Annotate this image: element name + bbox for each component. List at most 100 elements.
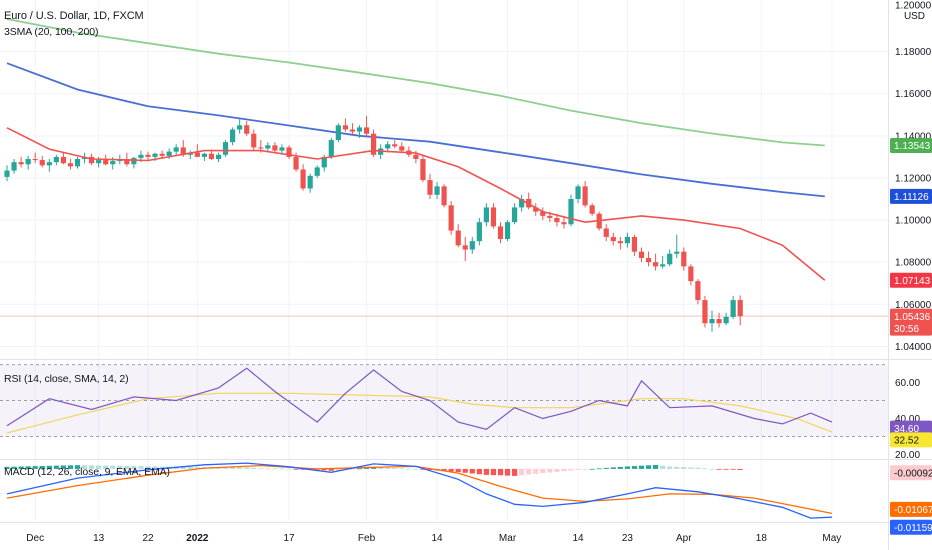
candle-body[interactable] (610, 236, 616, 242)
candle-body[interactable] (533, 207, 539, 212)
candle-body[interactable] (265, 145, 271, 149)
candle-body[interactable] (300, 169, 306, 189)
candle-body[interactable] (103, 160, 109, 165)
candle-body[interactable] (427, 180, 433, 195)
candle-body[interactable] (483, 207, 489, 223)
candle-body[interactable] (314, 167, 320, 176)
candle-body[interactable] (194, 152, 200, 157)
candle-body[interactable] (688, 266, 694, 282)
candle-body[interactable] (617, 241, 623, 244)
candle-body[interactable] (624, 236, 630, 244)
candle-body[interactable] (124, 158, 130, 165)
candle-body[interactable] (519, 199, 525, 208)
candle-body[interactable] (293, 156, 299, 170)
candle-body[interactable] (653, 262, 659, 267)
candle-body[interactable] (18, 162, 24, 165)
candle-body[interactable] (681, 251, 687, 267)
candle-body[interactable] (575, 186, 581, 200)
candle-body[interactable] (335, 125, 341, 141)
candle-body[interactable] (476, 222, 482, 242)
candle-body[interactable] (131, 157, 137, 165)
candle-body[interactable] (110, 161, 116, 165)
candle-body[interactable] (660, 264, 666, 267)
candle-body[interactable] (589, 205, 595, 214)
candle-body[interactable] (455, 230, 461, 246)
candle-body[interactable] (321, 156, 327, 168)
candle-body[interactable] (723, 316, 729, 324)
candle-body[interactable] (180, 147, 186, 155)
candle-body[interactable] (462, 245, 468, 250)
candle-body[interactable] (272, 145, 278, 151)
price-pane[interactable] (0, 18, 888, 332)
candle-body[interactable] (667, 253, 673, 265)
candle-body[interactable] (603, 228, 609, 237)
candle-body[interactable] (237, 125, 243, 130)
candle-body[interactable] (420, 158, 426, 181)
price-scale[interactable]: 1.20000 1.18000 1.16000 1.14000 1.12000 1.100… (890, 1, 932, 535)
candle-body[interactable] (448, 205, 454, 231)
candle-body[interactable] (356, 127, 363, 132)
candle-body[interactable] (222, 142, 229, 155)
candle-body[interactable] (328, 140, 334, 157)
candle-body[interactable] (145, 154, 151, 157)
candle-body[interactable] (645, 257, 652, 263)
candle-body[interactable] (674, 251, 680, 254)
rsi-legend[interactable]: RSI (14, close, SMA, 14, 2) (4, 373, 129, 385)
candle-body[interactable] (568, 199, 574, 225)
candle-body[interactable] (540, 211, 546, 216)
candle-body[interactable] (138, 154, 144, 158)
sma-legend[interactable]: 3SMA (20, 100, 200) (4, 26, 99, 38)
candle-body[interactable] (371, 133, 377, 155)
candle-body[interactable] (392, 144, 398, 147)
candle-body[interactable] (152, 153, 158, 157)
candle-body[interactable] (342, 125, 348, 130)
candle-body[interactable] (166, 151, 172, 156)
candle-body[interactable] (258, 147, 264, 149)
candle-body[interactable] (46, 162, 52, 166)
candle-body[interactable] (96, 160, 102, 164)
candle-body[interactable] (25, 158, 31, 165)
candle-body[interactable] (32, 158, 38, 161)
candle-body[interactable] (441, 186, 447, 206)
candle-body[interactable] (695, 281, 701, 301)
candle-body[interactable] (709, 319, 715, 324)
candle-body[interactable] (638, 251, 645, 258)
candle-body[interactable] (74, 158, 81, 167)
candle-body[interactable] (434, 186, 440, 195)
candle-body[interactable] (39, 160, 45, 166)
candle-body[interactable] (230, 129, 236, 143)
candle-body[interactable] (497, 226, 504, 240)
macd-pane[interactable] (4, 462, 833, 519)
candle-body[interactable] (60, 156, 66, 164)
macd-legend[interactable]: MACD (12, 26, close, 9, EMA, EMA) (4, 466, 170, 478)
candle-body[interactable] (307, 175, 313, 189)
candle-body[interactable] (349, 129, 356, 132)
candle-body[interactable] (159, 153, 165, 156)
candle-body[interactable] (215, 154, 222, 159)
candle-body[interactable] (512, 207, 518, 223)
candle-body[interactable] (631, 236, 638, 252)
rsi-pane[interactable] (6, 367, 833, 434)
candle-body[interactable] (4, 170, 10, 177)
candle-body[interactable] (399, 146, 405, 151)
candle-body[interactable] (730, 300, 736, 317)
candle-body[interactable] (286, 147, 292, 157)
candle-body[interactable] (279, 147, 285, 151)
candle-body[interactable] (251, 133, 257, 148)
candle-body[interactable] (547, 215, 553, 218)
candle-body[interactable] (208, 153, 215, 159)
candle-body[interactable] (582, 186, 588, 206)
candle-body[interactable] (490, 207, 497, 227)
candle-body[interactable] (201, 153, 207, 157)
candle-body[interactable] (554, 217, 560, 223)
candle-body[interactable] (413, 154, 419, 159)
candle-body[interactable] (469, 241, 475, 250)
candle-body[interactable] (385, 144, 391, 149)
candle-body[interactable] (244, 125, 250, 134)
candle-body[interactable] (11, 162, 17, 171)
candle-body[interactable] (504, 222, 511, 240)
time-scale[interactable]: Dec 13 22 2022 17 Feb 14 Mar 14 23 Apr 18 May (26, 533, 841, 544)
candle-body[interactable] (89, 156, 95, 164)
candle-body[interactable] (702, 300, 708, 324)
